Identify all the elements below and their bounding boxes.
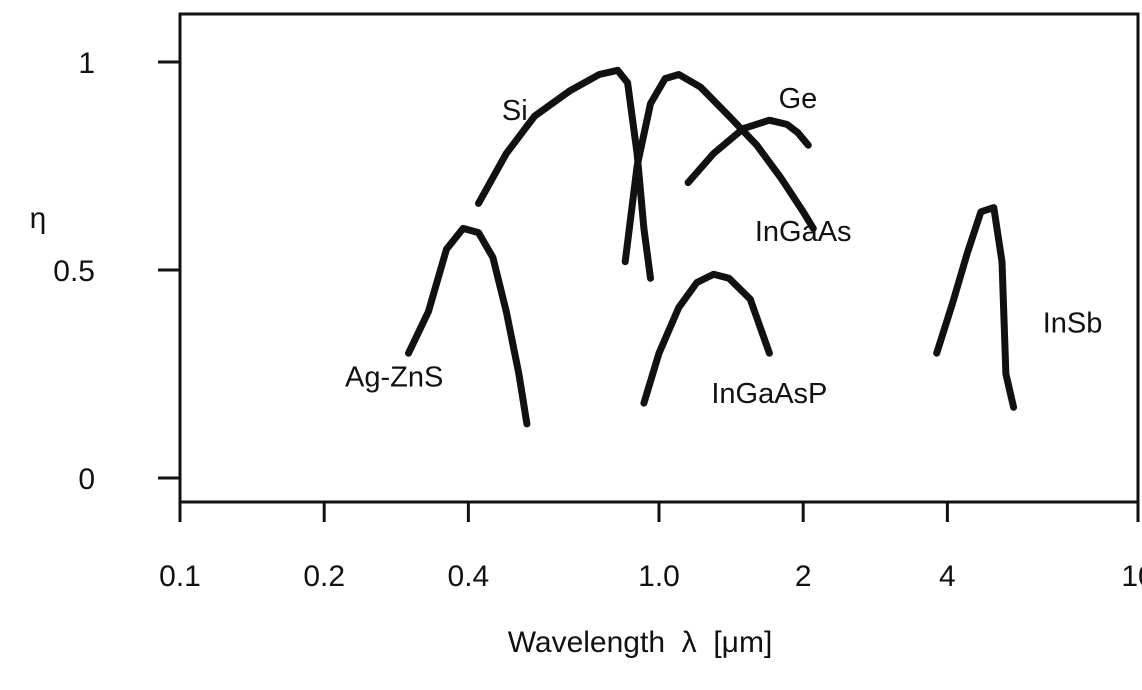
label-insb: InSb	[1043, 307, 1103, 339]
y-tick-label: 1	[78, 47, 95, 80]
curve-ingaas	[684, 116, 812, 187]
x-tick-label: 4	[939, 560, 956, 593]
x-tick-label: 0.1	[159, 560, 201, 593]
y-tick-label: 0	[78, 463, 95, 496]
label-ingaas: InGaAs	[755, 216, 852, 248]
curve-si	[475, 66, 654, 282]
x-tick-label: 0.4	[448, 560, 490, 593]
x-tick-label: 0.2	[303, 560, 345, 593]
curve-ag-zns	[405, 224, 531, 428]
x-tick-label: 10	[1121, 560, 1142, 593]
x-tick-label: 2	[795, 560, 812, 593]
label-si: Si	[502, 95, 528, 127]
x-tick-label: 1.0	[638, 560, 680, 593]
curve-insb	[933, 204, 1018, 411]
x-axis: 0.1 0.2 0.4 1.0 2 4 10	[159, 502, 1142, 593]
y-axis-title: η	[30, 202, 47, 235]
curve-ge	[621, 71, 817, 266]
y-tick-label: 0.5	[53, 255, 95, 288]
series-labels: Si Ge InGaAs Ag-ZnS InGaAsP InSb	[345, 83, 1102, 410]
label-ge: Ge	[779, 83, 818, 115]
curve-ingaasp	[640, 270, 773, 407]
label-ingaasp: InGaAsP	[711, 378, 827, 410]
series-curves	[405, 66, 1018, 428]
label-ag-zns: Ag-ZnS	[345, 361, 443, 393]
y-axis: 00.51	[53, 47, 180, 496]
x-axis-title: Wavelength λ [μm]	[508, 626, 773, 659]
